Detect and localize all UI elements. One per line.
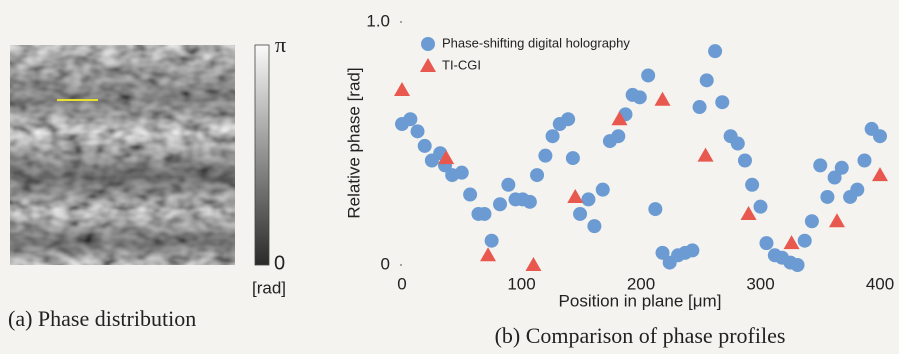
point [738,154,752,168]
x-tick-label: 0 [397,274,406,293]
point [873,129,887,143]
point [403,112,417,126]
point [538,149,552,163]
point [394,82,410,96]
legend-marker [421,37,435,51]
point [641,68,655,82]
caption-b: (b) Comparison of phase profiles [495,323,786,348]
point [708,44,722,58]
point [693,100,707,114]
colorbar [255,45,269,265]
point [463,188,477,202]
point [731,137,745,151]
point [480,247,496,261]
point [820,190,834,204]
point [530,168,544,182]
point [567,189,583,203]
point [813,158,827,172]
x-tick-label: 100 [507,274,535,293]
point [561,112,575,126]
y-tick-label: 0 [381,254,390,273]
legend-label: TI-CGI [442,57,481,72]
point [418,139,432,153]
legend-marker [420,58,436,72]
point [655,92,671,106]
figure: π 0 [rad] (a) Phase distribution (b) Com… [0,0,899,354]
point [648,202,662,216]
caption-a: (a) Phase distribution [8,306,196,331]
point [759,236,773,250]
point [685,243,699,257]
x-tick-label: 300 [746,274,774,293]
colorbar-unit: [rad] [252,278,286,297]
x-axis-label: Position in plane [μm] [559,291,722,310]
x-tick-label: 200 [627,274,655,293]
point [485,234,499,248]
point [587,219,601,233]
point [791,258,805,272]
point [523,195,537,209]
legend-label: Phase-shifting digital holography [442,35,630,50]
point [857,154,871,168]
colorbar-bottom: 0 [274,252,285,274]
point [698,148,714,162]
point [715,95,729,109]
point [633,90,647,104]
point [798,234,812,248]
point [493,197,507,211]
point [829,213,845,227]
point [611,129,625,143]
point [850,183,864,197]
point [835,161,849,175]
point [566,151,580,165]
point [455,166,469,180]
point [784,235,800,249]
y-tick-label: 1.0 [366,11,390,30]
point [546,129,560,143]
y-axis-label: Relative phase [rad] [344,67,363,218]
point [525,257,541,271]
point [596,183,610,197]
point [411,124,425,138]
point [805,214,819,228]
point [581,192,595,206]
point [872,167,888,181]
point [501,178,515,192]
x-tick-label: 400 [866,274,894,293]
point [477,207,491,221]
point [754,200,768,214]
point [700,73,714,87]
colorbar-top: π [275,32,286,57]
point [745,178,759,192]
point [573,207,587,221]
phase-image [10,45,235,265]
